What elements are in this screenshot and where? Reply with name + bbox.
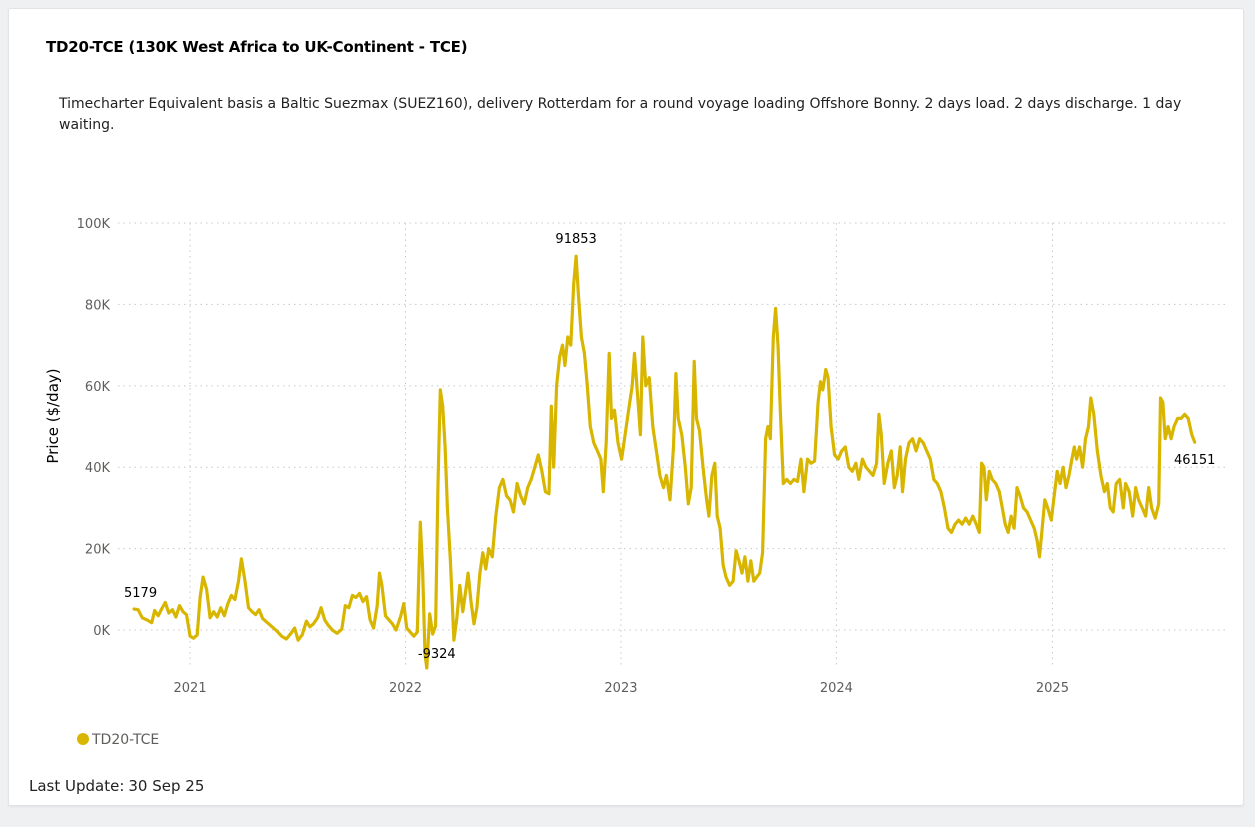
y-tick-label: 60K	[85, 380, 111, 395]
y-tick-label: 80K	[85, 298, 111, 313]
data-label: -9324	[418, 647, 456, 662]
legend-label-td20-tce: TD20-TCE	[91, 732, 159, 748]
series-layer	[132, 254, 1197, 670]
data-label: 5179	[124, 586, 157, 601]
legend-marker-td20-tce	[77, 733, 89, 745]
gridlines	[118, 222, 1225, 668]
data-label: 46151	[1174, 453, 1215, 468]
chart-card	[8, 8, 1244, 806]
x-tick-label: 2025	[1036, 681, 1069, 696]
legend[interactable]: TD20-TCE	[77, 732, 159, 748]
series-line-td20-tce[interactable]	[132, 254, 1197, 670]
last-update-value: 30 Sep 25	[128, 777, 205, 795]
x-tick-label: 2023	[604, 681, 637, 696]
chart-title: TD20-TCE (130K West Africa to UK-Contine…	[46, 38, 468, 56]
x-tick-label: 2024	[820, 681, 853, 696]
chart-subtitle: Timecharter Equivalent basis a Baltic Su…	[59, 96, 1182, 133]
y-tick-label: 0K	[93, 624, 110, 639]
y-tick-label: 20K	[85, 543, 111, 558]
last-update-label: Last Update:	[29, 777, 125, 795]
y-tick-label: 40K	[85, 461, 111, 476]
x-axis-ticks: 2021 2022 2023 2024 2025	[174, 681, 1069, 696]
y-tick-label: 100K	[77, 217, 111, 232]
last-update: Last Update: 30 Sep 25	[29, 777, 204, 795]
y-axis-label: Price ($/day)	[44, 368, 62, 463]
x-tick-label: 2021	[174, 681, 207, 696]
data-labels: 5179 -9324 91853 46151	[124, 232, 1215, 662]
y-axis-ticks: 0K 20K 40K 60K 80K 100K	[77, 217, 111, 639]
data-label: 91853	[555, 232, 596, 247]
x-tick-label: 2022	[389, 681, 422, 696]
